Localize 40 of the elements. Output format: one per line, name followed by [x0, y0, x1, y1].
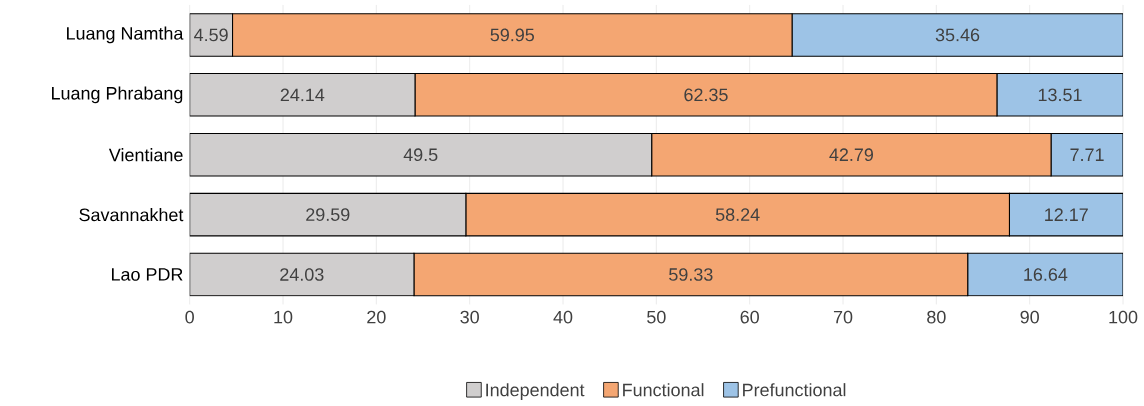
data-label: 16.64 [1024, 268, 1068, 281]
data-label: 4.59 [194, 28, 228, 42]
y-tick-label: Savannakhet [79, 208, 184, 222]
data-label: 58.24 [715, 208, 760, 222]
bar [996, 73, 1124, 117]
bar [1008, 192, 1124, 237]
legend-label: Independent [486, 383, 585, 400]
x-tick-label: 20 [367, 310, 386, 324]
data-label: 7.71 [1070, 148, 1104, 161]
y-tick-label: Vientiane [108, 148, 183, 162]
bar [967, 252, 1124, 297]
data-label: 12.17 [1045, 208, 1088, 221]
data-label: 59.95 [490, 28, 535, 42]
x-tick-label: 10 [274, 310, 293, 324]
x-tick-label: 50 [647, 310, 666, 324]
x-tick-label: 0 [185, 310, 194, 324]
data-label: 35.46 [935, 28, 980, 42]
data-label: 42.79 [829, 148, 873, 162]
y-tick-label: Lao PDR [111, 268, 183, 281]
x-tick-label: 70 [833, 310, 853, 324]
data-label: 62.35 [684, 88, 728, 102]
data-label: 49.5 [403, 148, 438, 162]
x-tick-label: 60 [740, 310, 759, 324]
bar [1050, 133, 1124, 177]
bar [189, 13, 234, 57]
y-tick-label: Luang Namtha [67, 26, 184, 44]
data-label: 59.33 [669, 268, 713, 281]
y-tick-label: Luang Phrabang [52, 86, 183, 104]
x-tick-label: 30 [460, 310, 479, 324]
data-label: 29.59 [306, 208, 350, 222]
bar [791, 13, 1124, 57]
x-tick-label: 40 [553, 310, 573, 324]
x-tick-label: 80 [927, 310, 946, 324]
legend-label: Functional [623, 383, 704, 397]
x-tick-label: 100 [1109, 310, 1138, 324]
data-label: 13.51 [1038, 88, 1082, 102]
data-label: 24.03 [280, 268, 324, 281]
x-tick-label: 90 [1020, 310, 1039, 324]
legend-label: Prefunctional [743, 383, 846, 397]
data-label: 24.14 [280, 88, 325, 102]
